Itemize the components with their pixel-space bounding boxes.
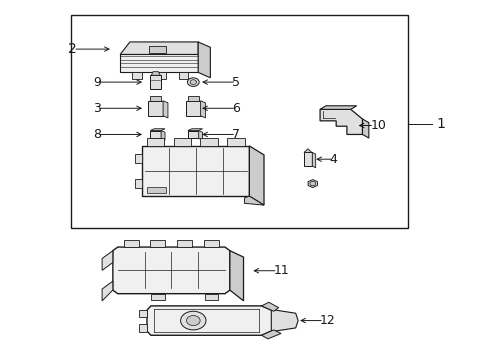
Polygon shape bbox=[149, 45, 166, 53]
Text: 10: 10 bbox=[369, 119, 386, 132]
Bar bbox=[157, 72, 166, 79]
Polygon shape bbox=[161, 131, 164, 140]
Bar bbox=[123, 240, 139, 247]
Bar bbox=[203, 240, 219, 247]
Polygon shape bbox=[362, 119, 368, 138]
Text: 5: 5 bbox=[232, 76, 240, 89]
Polygon shape bbox=[147, 306, 273, 335]
Polygon shape bbox=[102, 281, 113, 301]
Polygon shape bbox=[163, 101, 167, 118]
Bar bbox=[139, 324, 147, 332]
Text: 6: 6 bbox=[232, 102, 240, 115]
Polygon shape bbox=[148, 101, 163, 116]
Polygon shape bbox=[320, 109, 362, 134]
Polygon shape bbox=[320, 106, 356, 109]
Circle shape bbox=[180, 311, 205, 330]
Bar bbox=[227, 138, 244, 146]
Polygon shape bbox=[261, 330, 281, 339]
Circle shape bbox=[190, 80, 196, 85]
Polygon shape bbox=[102, 251, 113, 270]
Bar bbox=[71, 15, 407, 228]
Bar bbox=[150, 240, 165, 247]
Circle shape bbox=[186, 316, 200, 325]
Polygon shape bbox=[142, 146, 249, 196]
Polygon shape bbox=[187, 131, 198, 138]
Circle shape bbox=[309, 181, 315, 186]
Text: 12: 12 bbox=[320, 314, 335, 327]
Polygon shape bbox=[187, 129, 202, 131]
Polygon shape bbox=[150, 96, 161, 101]
Text: 9: 9 bbox=[93, 76, 101, 89]
Polygon shape bbox=[229, 251, 243, 301]
Polygon shape bbox=[198, 42, 210, 78]
Polygon shape bbox=[304, 149, 311, 152]
Bar bbox=[151, 294, 164, 300]
Polygon shape bbox=[187, 96, 198, 101]
Polygon shape bbox=[312, 152, 315, 168]
Bar bbox=[132, 72, 142, 79]
Polygon shape bbox=[113, 247, 229, 294]
Polygon shape bbox=[249, 146, 264, 205]
Bar bbox=[178, 72, 188, 79]
Bar bbox=[139, 310, 147, 317]
Polygon shape bbox=[200, 101, 205, 118]
Bar bbox=[173, 138, 191, 146]
Text: 7: 7 bbox=[232, 128, 240, 141]
Polygon shape bbox=[151, 72, 160, 75]
Bar bbox=[146, 138, 164, 146]
Text: 11: 11 bbox=[273, 264, 289, 277]
Polygon shape bbox=[271, 310, 298, 332]
Polygon shape bbox=[120, 54, 198, 72]
Polygon shape bbox=[303, 152, 312, 166]
Polygon shape bbox=[150, 129, 164, 131]
Polygon shape bbox=[150, 75, 161, 89]
Bar bbox=[135, 179, 142, 188]
Bar bbox=[147, 187, 166, 193]
Bar bbox=[135, 154, 142, 163]
Polygon shape bbox=[307, 180, 317, 188]
Text: 1: 1 bbox=[435, 117, 444, 131]
Text: 2: 2 bbox=[68, 42, 77, 56]
Polygon shape bbox=[185, 101, 200, 116]
Polygon shape bbox=[261, 302, 278, 311]
Circle shape bbox=[187, 78, 199, 86]
Polygon shape bbox=[244, 196, 264, 205]
Bar bbox=[204, 294, 218, 300]
Polygon shape bbox=[150, 131, 161, 138]
Text: 8: 8 bbox=[92, 128, 101, 141]
Bar bbox=[177, 240, 192, 247]
Polygon shape bbox=[120, 42, 198, 54]
Bar bbox=[200, 138, 218, 146]
Polygon shape bbox=[198, 131, 202, 140]
Text: 4: 4 bbox=[329, 153, 337, 166]
Text: 3: 3 bbox=[93, 102, 101, 115]
